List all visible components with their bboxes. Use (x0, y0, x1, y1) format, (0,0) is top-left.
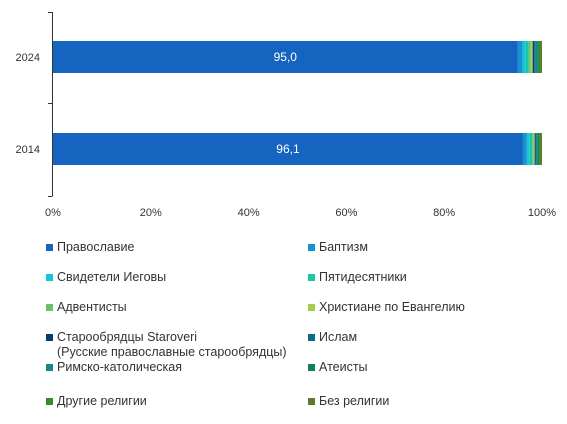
bar-segment (528, 41, 531, 73)
bar-segment (533, 133, 535, 165)
x-tick-label: 60% (335, 207, 357, 219)
bar-segment (517, 41, 523, 73)
legend-swatch (308, 244, 315, 251)
data-label: 96,1 (276, 142, 300, 156)
bar-segment (534, 133, 536, 165)
chart: 95,0 2024 96,1 2014 0% 20% 40% 60% 80% 100% (16, 12, 557, 219)
legend-label: Баптизм (319, 240, 368, 254)
bar-segment (534, 41, 536, 73)
bar-segment (535, 133, 537, 165)
legend-swatch (308, 334, 315, 341)
labels-group: 95,0 2024 96,1 2014 0% 20% 40% 60% 80% 100% (16, 50, 557, 219)
legend-label: Старообрядцы Staroveri (Русские православ… (57, 330, 287, 359)
legend-label: Свидетели Иеговы (57, 270, 167, 284)
legend-swatch (46, 334, 53, 341)
legend-label: Пятидесятники (319, 270, 407, 284)
x-tick-label: 0% (45, 207, 61, 219)
legend-swatch (308, 398, 315, 405)
bar-segment (53, 41, 518, 73)
bar-segment (525, 41, 529, 73)
bar-segment (526, 133, 530, 165)
legend-swatch (46, 274, 53, 281)
bar-segment (537, 133, 540, 165)
category-label: 2024 (16, 52, 40, 64)
bar-segment (539, 133, 541, 165)
bar-segment (529, 133, 533, 165)
x-tick-label: 80% (433, 207, 455, 219)
bar-segment (538, 41, 541, 73)
bar-segment (535, 41, 538, 73)
bars-group (53, 41, 542, 165)
data-label: 95,0 (274, 50, 298, 64)
x-tick-label: 100% (528, 207, 556, 219)
legend-label: Христиане по Евангелию (319, 300, 465, 314)
legend-label: Римско-католическая (57, 360, 183, 374)
bar-segment (530, 41, 533, 73)
legend-swatch (46, 244, 53, 251)
bar-segment (540, 41, 542, 73)
bar-segment (536, 133, 538, 165)
legend-swatch (308, 274, 315, 281)
legend-label: Православие (57, 240, 135, 254)
x-tick-label: 20% (140, 207, 162, 219)
bar-segment (537, 41, 539, 73)
bar-segment (532, 133, 534, 165)
legend-label: Другие религии (57, 394, 147, 408)
legend-swatch (46, 304, 53, 311)
legend-label: Ислам (319, 330, 358, 344)
axes-group (48, 12, 53, 197)
legend-swatch (308, 364, 315, 371)
bar-segment (522, 41, 526, 73)
legend-label: Без религии (319, 394, 390, 408)
legend-label: Адвентисты (57, 300, 127, 314)
legend-label: Атеисты (319, 360, 368, 374)
bar-segment (522, 133, 527, 165)
bar-segment (532, 41, 535, 73)
x-tick-label: 40% (238, 207, 260, 219)
bar-segment (540, 133, 542, 165)
bar-segment (53, 133, 523, 165)
legend-swatch (46, 364, 53, 371)
category-label: 2014 (16, 144, 40, 156)
legend-swatch (308, 304, 315, 311)
legend-swatch (46, 398, 53, 405)
